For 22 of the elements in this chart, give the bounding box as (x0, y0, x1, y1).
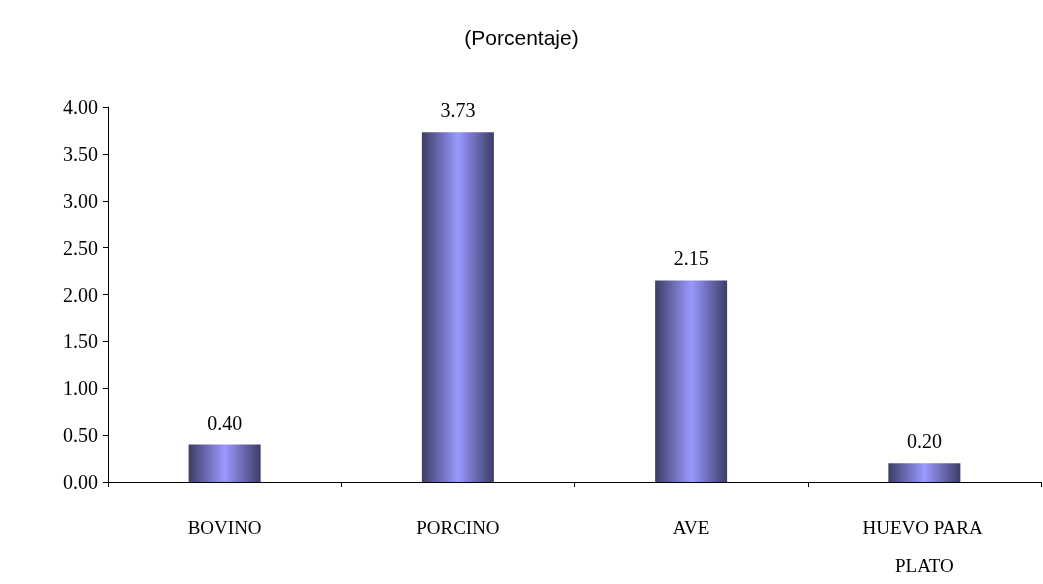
y-tick-label: 3.00 (63, 189, 98, 212)
data-label: 0.20 (906, 430, 942, 453)
chart-title: (Porcentaje) (464, 26, 579, 49)
data-label: 2.15 (673, 247, 709, 270)
y-tick-label: 0.50 (63, 424, 98, 447)
x-tick-label: HUEVO PARA PLATO (862, 516, 987, 576)
x-tick-label: AVE (672, 516, 710, 538)
y-tick-label: 3.50 (63, 142, 98, 165)
y-tick-label: 4.00 (63, 96, 98, 118)
y-tick-label: 1.00 (63, 377, 98, 400)
x-tick-label: PORCINO (416, 516, 500, 538)
y-tick-label: 2.50 (63, 236, 98, 259)
bar (421, 132, 494, 482)
data-label: 0.40 (207, 411, 243, 434)
y-tick-label: 2.00 (63, 283, 98, 306)
bar (188, 444, 261, 482)
y-tick-label: 1.50 (63, 330, 98, 353)
bar (888, 463, 961, 482)
bar (655, 280, 728, 482)
data-label: 3.73 (440, 99, 476, 122)
y-tick-label: 0.00 (63, 471, 98, 493)
x-tick-label: BOVINO (187, 516, 262, 538)
